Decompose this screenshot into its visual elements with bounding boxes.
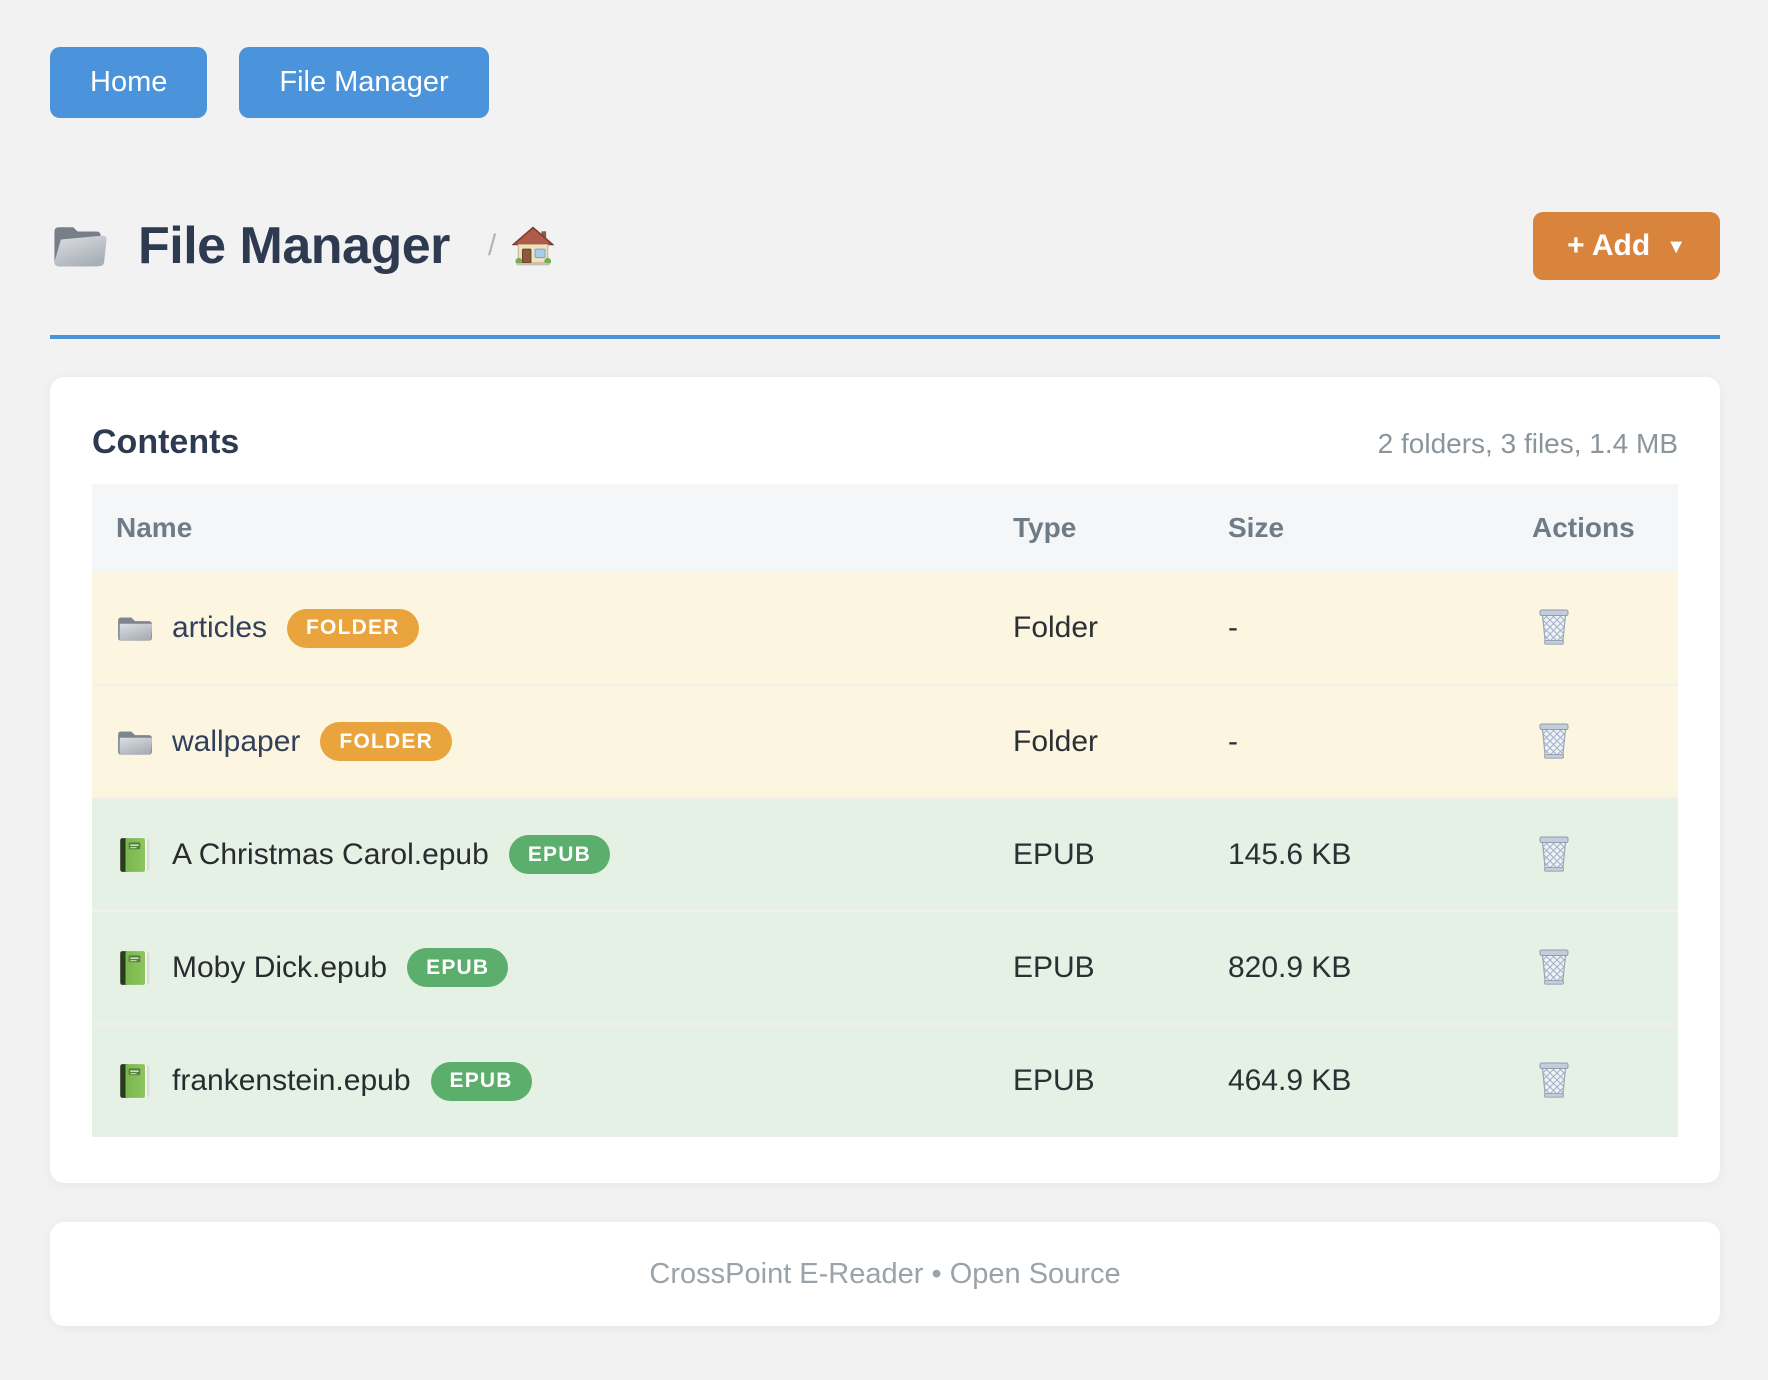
table-row: articles FOLDER Folder - — [92, 572, 1678, 685]
item-size: - — [1228, 611, 1238, 644]
trash-icon — [1536, 833, 1572, 873]
column-header-type: Type — [1013, 512, 1077, 543]
trash-icon — [1536, 720, 1572, 760]
item-type: Folder — [1013, 724, 1099, 758]
folder-icon — [116, 723, 154, 761]
column-header-name: Name — [116, 512, 193, 543]
delete-button[interactable] — [1532, 602, 1576, 650]
contents-heading: Contents — [92, 423, 240, 461]
page: Home File Manager File Manager / + Add ▼… — [50, 47, 1720, 1326]
house-icon — [512, 225, 554, 267]
delete-button[interactable] — [1532, 829, 1576, 877]
contents-header: Contents 2 folders, 3 files, 1.4 MB — [92, 423, 1678, 462]
add-button-label: + Add — [1567, 229, 1651, 262]
table-row: Moby Dick.epub EPUB EPUB 820.9 KB — [92, 911, 1678, 1024]
folder-badge: FOLDER — [320, 722, 452, 761]
delete-button[interactable] — [1532, 1055, 1576, 1103]
folder-badge: FOLDER — [287, 608, 419, 648]
add-button[interactable]: + Add ▼ — [1533, 212, 1720, 280]
top-nav: Home File Manager — [50, 47, 1720, 118]
epub-badge: EPUB — [508, 835, 610, 874]
book-icon — [116, 836, 154, 874]
breadcrumb-separator: / — [487, 229, 497, 262]
table-row: frankenstein.epub EPUB EPUB 464.9 KB — [92, 1024, 1678, 1137]
book-icon — [116, 949, 154, 987]
item-size: 464.9 KB — [1228, 1064, 1352, 1097]
file-table: Name Type Size Actions articles FOLDER — [92, 484, 1678, 1137]
page-title: File Manager — [138, 217, 450, 275]
item-type: EPUB — [1013, 837, 1095, 871]
item-name-link[interactable]: wallpaper — [172, 724, 301, 758]
item-type: EPUB — [1013, 1064, 1095, 1097]
title-underline — [50, 335, 1720, 339]
epub-badge: EPUB — [407, 948, 509, 987]
trash-icon — [1536, 1059, 1572, 1099]
item-name-link[interactable]: Moby Dick.epub — [172, 950, 388, 984]
table-header-row: Name Type Size Actions — [92, 484, 1678, 572]
item-size: 145.6 KB — [1228, 837, 1352, 871]
item-type: EPUB — [1013, 950, 1095, 984]
title-group: File Manager / — [50, 216, 554, 276]
breadcrumb: / — [488, 225, 554, 267]
epub-badge: EPUB — [430, 1061, 532, 1101]
footer-text: CrossPoint E-Reader • Open Source — [649, 1257, 1121, 1290]
item-size: - — [1228, 724, 1238, 758]
delete-button[interactable] — [1532, 942, 1576, 990]
file-manager-button[interactable]: File Manager — [239, 47, 489, 118]
page-header: File Manager / + Add ▼ — [50, 212, 1720, 280]
breadcrumb-home-link[interactable] — [512, 225, 554, 267]
chevron-down-icon: ▼ — [1666, 235, 1686, 258]
column-header-size: Size — [1228, 512, 1285, 543]
contents-summary: 2 folders, 3 files, 1.4 MB — [1377, 428, 1678, 459]
table-row: A Christmas Carol.epub EPUB EPUB 145.6 K… — [92, 798, 1678, 911]
trash-icon — [1536, 946, 1572, 986]
item-name-link[interactable]: A Christmas Carol.epub — [172, 837, 489, 871]
trash-icon — [1536, 606, 1572, 646]
footer-card: CrossPoint E-Reader • Open Source — [50, 1222, 1720, 1326]
home-button[interactable]: Home — [50, 47, 208, 118]
item-size: 820.9 KB — [1228, 950, 1352, 984]
table-row: wallpaper FOLDER Folder - — [92, 685, 1678, 798]
delete-button[interactable] — [1532, 716, 1576, 764]
folder-icon — [116, 609, 154, 647]
open-folder-icon — [50, 220, 108, 272]
item-name-link[interactable]: frankenstein.epub — [172, 1064, 411, 1097]
contents-card: Contents 2 folders, 3 files, 1.4 MB Name… — [50, 377, 1720, 1183]
item-name-link[interactable]: articles — [172, 611, 268, 644]
column-header-actions: Actions — [1532, 512, 1635, 543]
book-icon — [116, 1062, 154, 1100]
item-type: Folder — [1013, 611, 1099, 644]
